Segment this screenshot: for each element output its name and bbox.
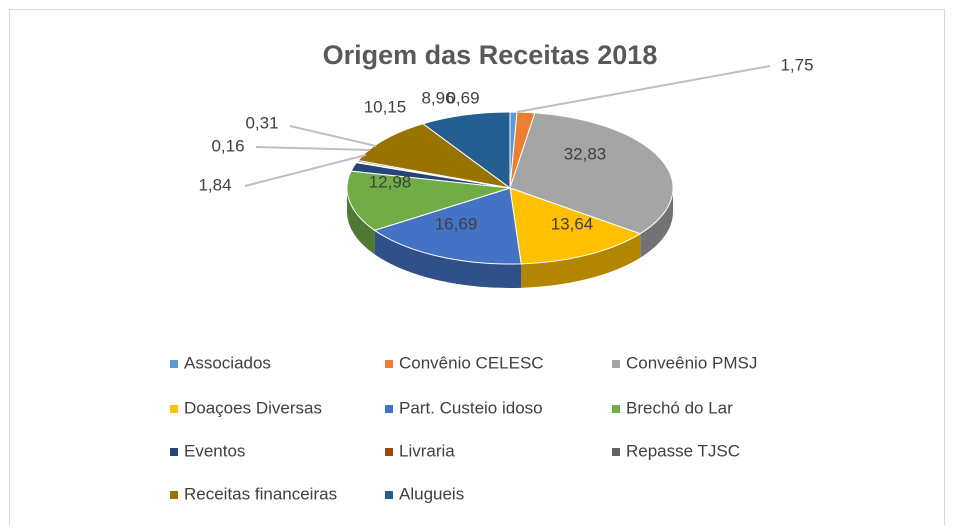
slice-side <box>374 230 522 289</box>
legend-swatch <box>385 360 393 368</box>
chart-title: Origem das Receitas 2018 <box>323 40 658 70</box>
slice <box>509 112 674 235</box>
legend-label: Convênio CELESC <box>399 353 544 372</box>
leader-line <box>516 65 771 113</box>
data-label: 0,16 <box>211 136 244 155</box>
legend-label: Brechó do Lar <box>626 398 733 417</box>
legend-swatch <box>612 360 620 368</box>
legend-label: Associados <box>184 353 271 372</box>
data-label: 12,98 <box>369 172 412 191</box>
legend-swatch <box>385 405 393 413</box>
legend-label: Part. Custeio idoso <box>399 398 543 417</box>
data-label: 8,96 <box>421 88 454 107</box>
data-label: 0,31 <box>245 113 278 132</box>
slice-side <box>640 188 673 258</box>
data-label: 1,75 <box>780 55 813 74</box>
legend-label: Receitas financeiras <box>184 484 337 503</box>
legend-swatch <box>170 360 178 368</box>
legend-label: Doaçoes Diversas <box>184 398 322 417</box>
legend-label: Alugueis <box>399 484 464 503</box>
data-label: 10,15 <box>364 97 407 116</box>
legend-label: Livraria <box>399 441 455 460</box>
slice <box>373 187 522 265</box>
legend-swatch <box>612 405 620 413</box>
legend-label: Repasse TJSC <box>626 441 740 460</box>
data-label: 0,69 <box>446 88 479 107</box>
slice <box>346 170 511 231</box>
slice <box>509 187 642 265</box>
legend-swatch <box>170 491 178 499</box>
slice-side <box>347 188 375 255</box>
legend-swatch <box>385 448 393 456</box>
leader-line <box>255 146 371 151</box>
data-label: 13,64 <box>551 214 594 233</box>
leader-line <box>244 154 367 187</box>
slice <box>421 111 511 189</box>
legend-swatch <box>385 491 393 499</box>
legend-label: Conveênio PMSJ <box>626 353 757 372</box>
data-label: 32,83 <box>564 144 607 163</box>
leader-line <box>289 125 377 147</box>
slice <box>357 123 511 189</box>
data-label: 16,69 <box>435 214 478 233</box>
legend-swatch <box>612 448 620 456</box>
legend-swatch <box>170 448 178 456</box>
legend-swatch <box>170 405 178 413</box>
slice-side <box>521 233 641 288</box>
data-label: 1,84 <box>198 175 231 194</box>
legend-label: Eventos <box>184 441 245 460</box>
